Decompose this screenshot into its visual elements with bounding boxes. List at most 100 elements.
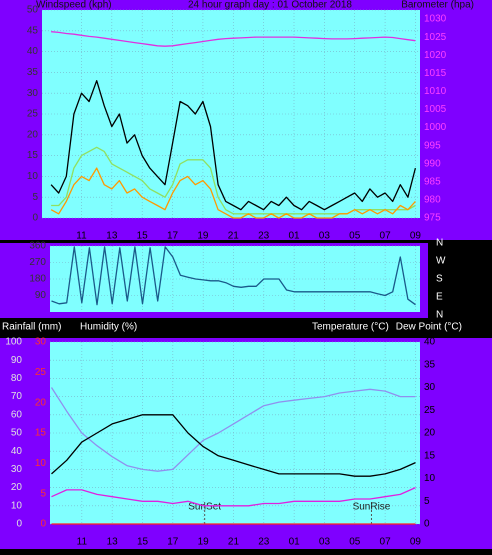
y-axis-label: Windspeed (kph) — [36, 0, 112, 11]
tick-label: 90 — [11, 355, 23, 366]
tick-label: 1005 — [424, 104, 447, 115]
x-tick-label: 13 — [106, 231, 118, 242]
tick-label: 1030 — [424, 14, 447, 25]
series-line — [51, 414, 416, 477]
tick-label: 360 — [29, 241, 46, 252]
tick-label: 975 — [424, 213, 441, 224]
tick-label: 1025 — [424, 32, 447, 43]
tick-label: 270 — [29, 257, 46, 268]
tick-label: 15 — [424, 450, 436, 461]
tick-label: 100 — [5, 337, 22, 348]
tick-label: 30 — [11, 464, 23, 475]
x-tick-label: 21 — [228, 231, 240, 242]
tick-label: 0 — [32, 213, 38, 224]
tick-label: 80 — [11, 373, 23, 384]
x-tick-label: 21 — [228, 537, 240, 548]
tick-label: 50 — [11, 428, 23, 439]
tick-label: 30 — [35, 337, 47, 348]
tick-label: 990 — [424, 158, 441, 169]
tick-label: 40 — [424, 337, 436, 348]
tick-label: 1015 — [424, 68, 447, 79]
tick-label: 985 — [424, 176, 441, 187]
x-tick-label: 17 — [167, 537, 179, 548]
x-tick-label: 19 — [197, 231, 209, 242]
y-axis-label: Humidity (%) — [80, 322, 137, 333]
tick-label: 0 — [40, 519, 46, 530]
tick-label: 40 — [27, 46, 39, 57]
tick-label: 10 — [35, 458, 47, 469]
y3-axis-label: Rainfall (mm) — [2, 322, 61, 333]
x-tick-label: 03 — [319, 231, 331, 242]
x-tick-label: 13 — [107, 537, 119, 548]
series-line — [50, 387, 416, 472]
x-tick-label: 15 — [137, 231, 149, 242]
tick-label: 30 — [27, 88, 39, 99]
tick-label: 20 — [27, 129, 39, 140]
tick-label: 90 — [35, 290, 47, 301]
tick-label: 60 — [11, 409, 23, 420]
tick-label: 980 — [424, 195, 441, 206]
tick-label: 15 — [35, 428, 47, 439]
x-tick-label: 05 — [349, 231, 361, 242]
tick-label: 1000 — [424, 122, 447, 133]
x-tick-label: 01 — [289, 537, 301, 548]
tick-label: 50 — [27, 5, 39, 16]
x-tick-label: 07 — [380, 537, 392, 548]
tick-label: 0 — [424, 519, 430, 530]
tick-label: N — [436, 310, 443, 321]
series-line — [51, 487, 416, 507]
annotation: SunRise — [353, 502, 391, 513]
tick-label: 20 — [424, 428, 436, 439]
x-tick-label: 23 — [258, 537, 270, 548]
x-tick-label: 11 — [76, 231, 87, 242]
x-tick-label: 17 — [167, 231, 179, 242]
tick-label: 1020 — [424, 50, 447, 61]
chart-title: 24 hour graph day : 01 October 2018 — [188, 0, 352, 11]
tick-label: 180 — [29, 274, 46, 285]
x-tick-label: 19 — [198, 537, 210, 548]
tick-label: 40 — [11, 446, 23, 457]
tick-label: 0 — [16, 519, 22, 530]
series-line — [51, 246, 416, 306]
x-tick-label: 07 — [380, 231, 392, 242]
plot-area — [50, 342, 420, 524]
tick-label: 25 — [424, 405, 436, 416]
tick-label: 15 — [27, 150, 39, 161]
tick-label: 70 — [11, 391, 23, 402]
tick-label: 10 — [27, 171, 39, 182]
tick-label: 45 — [27, 25, 39, 36]
tick-label: 1010 — [424, 86, 447, 97]
tick-label: 30 — [424, 382, 436, 393]
x-tick-label: 11 — [77, 537, 88, 548]
x-tick-label: 09 — [410, 537, 422, 548]
tick-label: 10 — [424, 473, 436, 484]
x-tick-label: 15 — [137, 537, 149, 548]
tick-label: 25 — [35, 367, 47, 378]
tick-label: 5 — [32, 192, 38, 203]
tick-label: E — [436, 292, 443, 303]
annotation: SunSet — [188, 502, 221, 513]
y2-axis-label: Temperature (°C) — [312, 322, 389, 333]
x-tick-label: 01 — [288, 231, 300, 242]
x-tick-label: 03 — [319, 537, 331, 548]
series-line — [51, 31, 416, 47]
x-tick-label: 09 — [410, 231, 422, 242]
y2-axis-label: Barometer (hpa) — [401, 0, 474, 11]
tick-label: N — [436, 238, 443, 249]
tick-label: S — [436, 274, 443, 285]
tick-label: 35 — [27, 67, 39, 78]
tick-label: 20 — [11, 482, 23, 493]
tick-label: W — [436, 256, 446, 267]
tick-label: 10 — [11, 500, 23, 511]
tick-label: 5 — [424, 496, 430, 507]
x-tick-label: 05 — [349, 537, 361, 548]
tick-label: 5 — [40, 488, 46, 499]
tick-label: 20 — [35, 397, 47, 408]
series-line — [50, 167, 416, 219]
x-tick-label: 23 — [258, 231, 270, 242]
y2-axis-label: Dew Point (°C) — [396, 322, 462, 333]
tick-label: 25 — [27, 109, 39, 120]
tick-label: 995 — [424, 140, 441, 151]
